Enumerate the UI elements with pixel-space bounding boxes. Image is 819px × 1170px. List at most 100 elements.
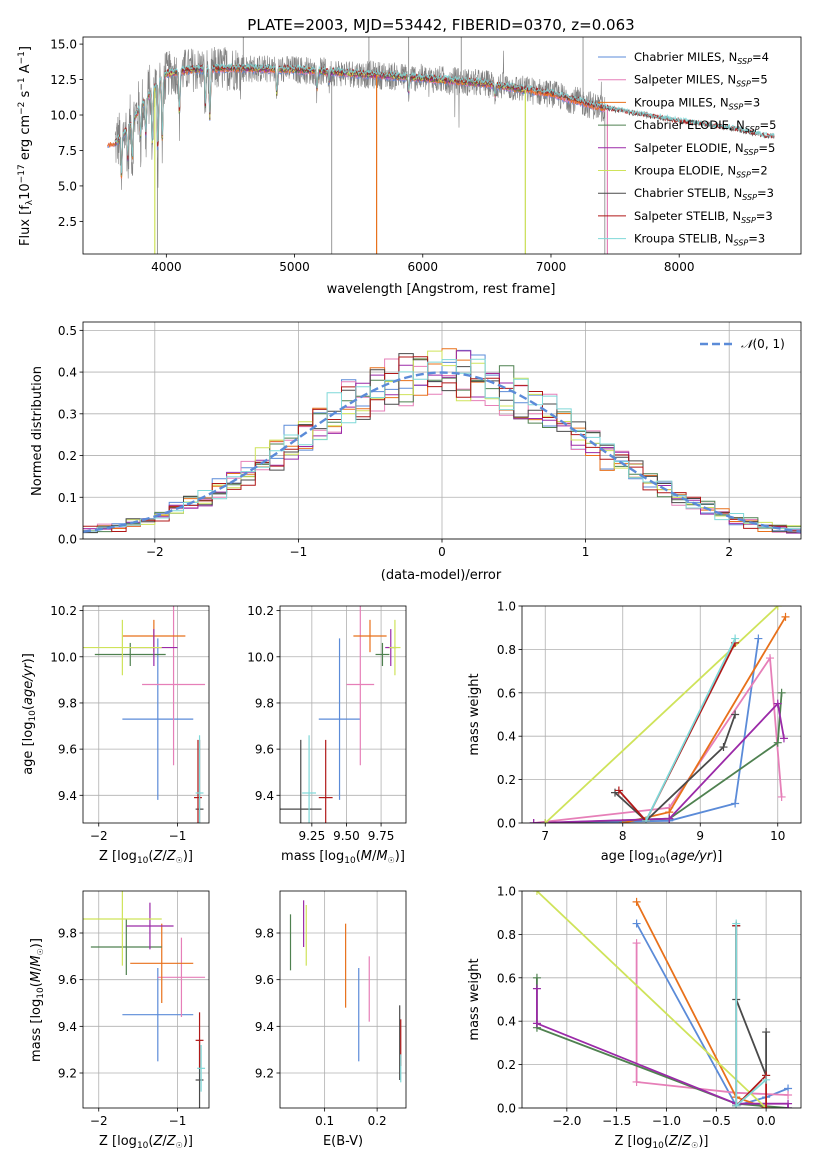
legend-item: Salpeter MILES, NSSP=5 bbox=[598, 73, 768, 89]
tick-label-y: 0.5 bbox=[58, 324, 77, 338]
tick-label-x: −0.5 bbox=[702, 1114, 731, 1128]
legend-item: Kroupa STELIB, NSSP=3 bbox=[598, 232, 765, 248]
tick-label-x: 1 bbox=[582, 545, 590, 559]
weight-marker bbox=[762, 1075, 771, 1084]
errorbar-point bbox=[83, 619, 162, 676]
y-axis-label: age [log10(age/yr)] bbox=[21, 653, 38, 775]
axes-frame bbox=[279, 605, 407, 824]
panel-mass_vs_Z: −2 −1 9.2 9.4 9.6 9.8 Z [log10(Z/Z☉)] mass [log… bbox=[29, 890, 210, 1151]
errorbar-point bbox=[346, 606, 375, 766]
tick-label-y: 10.2 bbox=[50, 604, 77, 618]
normal-curve-line bbox=[83, 371, 801, 533]
weight-marker bbox=[731, 634, 740, 643]
weight-series bbox=[632, 897, 771, 1108]
weight-marker bbox=[541, 819, 550, 823]
tick-label-y: 0.4 bbox=[58, 366, 77, 380]
model-spectrum-line bbox=[107, 65, 606, 180]
plot-area bbox=[83, 891, 206, 1108]
tick-label-x: 9.50 bbox=[333, 829, 360, 843]
axis-ticks: −2.0 −1.5 −1.0 −0.5 0.0 0.0 0.2 0.4 0.6 0.8 1.0 bbox=[497, 885, 776, 1129]
tick-label-y: 0.0 bbox=[497, 817, 516, 831]
grid-lines bbox=[83, 606, 209, 823]
tick-label-y: 9.6 bbox=[255, 973, 274, 987]
weight-line bbox=[533, 638, 760, 823]
weight-marker bbox=[665, 814, 674, 823]
panel-age_vs_mass: 9.25 9.50 9.75 9.4 9.6 9.8 10.0 10.2 mass [log10… bbox=[247, 604, 407, 866]
errorbar-point bbox=[130, 923, 194, 1003]
weight-line bbox=[614, 714, 736, 823]
axis-ticks: 0.1 0.2 9.2 9.4 9.6 9.8 bbox=[255, 927, 387, 1129]
weight-marker bbox=[532, 891, 541, 895]
tick-label-x: −1.5 bbox=[602, 1114, 631, 1128]
y-axis-label: mass [log10(M/M☉)] bbox=[29, 938, 46, 1062]
tick-label-y: 0.6 bbox=[497, 971, 516, 985]
weight-line bbox=[536, 891, 767, 1108]
errorbar-point bbox=[122, 638, 194, 800]
tick-label-x: 5000 bbox=[279, 260, 310, 274]
model-spectrum-line bbox=[114, 63, 775, 175]
errorbar-point bbox=[318, 638, 361, 800]
panel-residuals: −2 −1 0 1 2 0.0 0.1 0.2 0.3 0.4 0.5 (data-model)/er… bbox=[30, 321, 802, 583]
errorbar-point bbox=[194, 739, 202, 823]
errorbar-point bbox=[195, 1012, 204, 1069]
tick-label-x: −1.0 bbox=[652, 1114, 681, 1128]
tick-label-y: 9.4 bbox=[58, 1020, 77, 1034]
weight-series bbox=[732, 921, 771, 1108]
tick-label-y: 9.8 bbox=[255, 696, 274, 710]
errorbar-point bbox=[389, 619, 401, 676]
weight-marker bbox=[773, 699, 782, 708]
weight-marker bbox=[781, 612, 790, 621]
tick-label-y: 9.4 bbox=[255, 789, 274, 803]
legend-item: Kroupa ELODIE, NSSP=2 bbox=[598, 164, 768, 180]
tick-label-x: −2 bbox=[146, 545, 164, 559]
y-axis-label: mass weight bbox=[467, 673, 482, 755]
grid-lines bbox=[83, 891, 209, 1108]
weight-marker bbox=[762, 1104, 771, 1108]
weight-line bbox=[533, 701, 785, 823]
tick-label-y: 9.8 bbox=[255, 927, 274, 941]
tick-label-y: 0.6 bbox=[497, 686, 516, 700]
tick-label-y: 0.8 bbox=[497, 643, 516, 657]
tick-label-x: 0 bbox=[438, 545, 446, 559]
weight-marker bbox=[784, 1090, 793, 1099]
tick-label-y: 9.2 bbox=[58, 1067, 77, 1081]
weight-series bbox=[732, 921, 771, 1080]
legend-label: Salpeter STELIB, NSSP=3 bbox=[634, 209, 773, 225]
tick-label-x: 9.75 bbox=[368, 829, 395, 843]
tick-label-x: −1 bbox=[169, 1114, 187, 1128]
weight-series bbox=[632, 919, 793, 1108]
weight-marker bbox=[773, 738, 782, 747]
legend-item: Salpeter STELIB, NSSP=3 bbox=[598, 209, 773, 225]
panel-age_vs_Z: −2 −1 9.4 9.6 9.8 10.0 10.2 Z [log10(Z/Z☉)] age … bbox=[21, 604, 210, 866]
model-spectrum-line bbox=[107, 67, 606, 178]
weight-marker bbox=[532, 973, 541, 982]
plot-area bbox=[280, 606, 401, 823]
errorbar-point bbox=[302, 735, 316, 823]
legend-item: Salpeter ELODIE, NSSP=5 bbox=[598, 141, 775, 157]
axis-ticks: 7 8 9 10 0.0 0.2 0.4 0.6 0.8 1.0 bbox=[497, 600, 785, 844]
panel-weight_vs_age: 7 8 9 10 0.0 0.2 0.4 0.6 0.8 1.0 age [log10(age/yr… bbox=[467, 600, 802, 866]
tick-label-y: 1.0 bbox=[497, 600, 516, 614]
weight-line bbox=[635, 943, 789, 1096]
weight-series bbox=[529, 634, 763, 823]
weight-series bbox=[529, 699, 788, 823]
tick-label-x: 9 bbox=[696, 829, 704, 843]
tick-label-x: 7 bbox=[541, 829, 549, 843]
tick-label-y: 0.4 bbox=[497, 1015, 516, 1029]
plot-area bbox=[529, 606, 790, 823]
weight-marker bbox=[784, 1104, 793, 1108]
plot-area bbox=[83, 348, 801, 534]
x-axis-label: age [log10(age/yr)] bbox=[601, 849, 723, 866]
weight-marker bbox=[779, 734, 788, 743]
weight-series bbox=[541, 606, 782, 823]
legend-label: Chabrier MILES, NSSP=4 bbox=[634, 50, 769, 66]
tick-label-y: 10.0 bbox=[50, 109, 77, 123]
y-axis-label: mass weight bbox=[467, 958, 482, 1040]
weight-line bbox=[735, 925, 767, 1076]
axis-ticks: 4000 5000 6000 7000 8000 2.5 5.0 7.5 10.0 12.5 15.… bbox=[50, 38, 694, 274]
weight-marker bbox=[642, 816, 650, 823]
legend-label: Kroupa ELODIE, NSSP=2 bbox=[634, 164, 768, 180]
weight-marker bbox=[532, 1019, 541, 1028]
errorbar-point bbox=[83, 891, 162, 966]
